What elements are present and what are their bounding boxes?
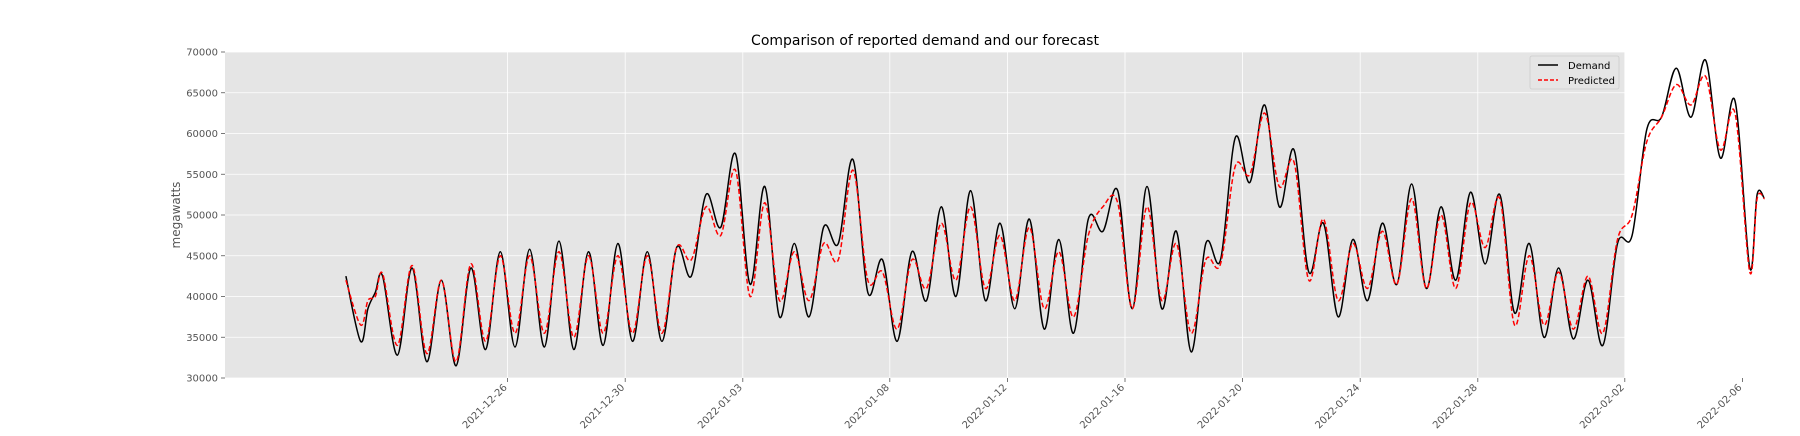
y-tick-label: 60000 xyxy=(186,129,218,140)
y-tick-label: 30000 xyxy=(186,374,218,385)
y-axis: 30000 35000 40000 45000 50000 55000 60000 65000… xyxy=(186,48,225,385)
legend-label-demand: Demand xyxy=(1568,61,1610,72)
y-tick-label: 35000 xyxy=(186,333,218,344)
y-tick-label: 65000 xyxy=(186,88,218,99)
y-tick-label: 40000 xyxy=(186,292,218,303)
y-tick-label: 70000 xyxy=(186,48,218,59)
y-tick-label: 45000 xyxy=(186,251,218,262)
y-axis-label: megawatts xyxy=(169,182,183,249)
series-line-predicted xyxy=(345,74,1766,363)
series-lines xyxy=(345,59,1766,367)
legend: Demand Predicted xyxy=(1529,55,1620,90)
legend-label-predicted: Predicted xyxy=(1568,76,1615,87)
y-tick-label: 50000 xyxy=(186,211,218,222)
y-tick-label: 55000 xyxy=(186,170,218,181)
chart-title: Comparison of reported demand and our fo… xyxy=(751,33,1099,49)
series-line-demand xyxy=(345,59,1766,367)
